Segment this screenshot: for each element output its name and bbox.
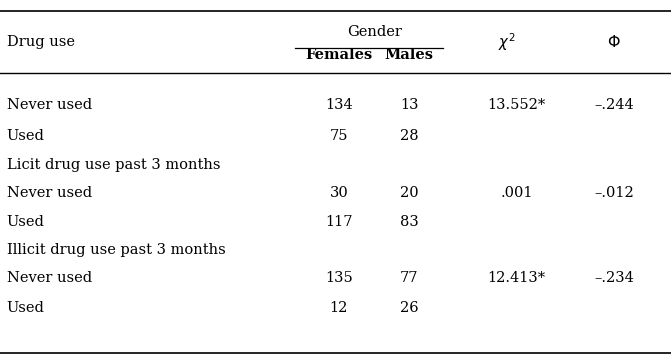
Text: 12: 12: [329, 300, 348, 315]
Text: .001: .001: [501, 185, 533, 200]
Text: Females: Females: [305, 48, 372, 63]
Text: Males: Males: [384, 48, 434, 63]
Text: 13.552*: 13.552*: [488, 98, 546, 112]
Text: 135: 135: [325, 271, 353, 285]
Text: Licit drug use past 3 months: Licit drug use past 3 months: [7, 158, 220, 171]
Text: Never used: Never used: [7, 98, 92, 112]
Text: $\chi^2$: $\chi^2$: [498, 31, 515, 53]
Text: Never used: Never used: [7, 271, 92, 285]
Text: Never used: Never used: [7, 185, 92, 200]
Text: –.244: –.244: [594, 98, 634, 112]
Text: Used: Used: [7, 300, 44, 315]
Text: Illicit drug use past 3 months: Illicit drug use past 3 months: [7, 243, 225, 257]
Text: 134: 134: [325, 98, 353, 112]
Text: –.012: –.012: [594, 185, 634, 200]
Text: 20: 20: [400, 185, 419, 200]
Text: 83: 83: [400, 215, 419, 229]
Text: Used: Used: [7, 215, 44, 229]
Text: 117: 117: [325, 215, 352, 229]
Text: Drug use: Drug use: [7, 35, 74, 49]
Text: 28: 28: [400, 129, 419, 144]
Text: 13: 13: [400, 98, 419, 112]
Text: 75: 75: [329, 129, 348, 144]
Text: –.234: –.234: [594, 271, 634, 285]
Text: 12.413*: 12.413*: [488, 271, 546, 285]
Text: $\Phi$: $\Phi$: [607, 34, 621, 50]
Text: 77: 77: [400, 271, 419, 285]
Text: 26: 26: [400, 300, 419, 315]
Text: 30: 30: [329, 185, 348, 200]
Text: Used: Used: [7, 129, 44, 144]
Text: Gender: Gender: [347, 25, 401, 39]
